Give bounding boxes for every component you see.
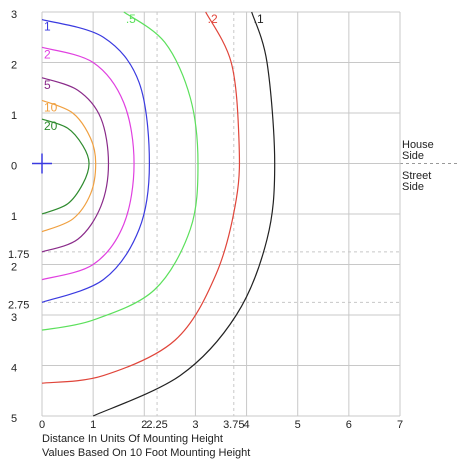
x-tick-label: 3.75 [223,419,244,431]
contour-line [41,11,241,384]
contour-label: .1 [254,12,264,26]
contour-line [41,11,199,331]
y-tick-label: 1.75 [8,249,29,261]
x-tick-label: 7 [397,419,403,431]
x-tick-label: 6 [346,419,352,431]
y-tick-label: 2 [11,261,17,273]
y-tick-label: 3 [11,9,17,21]
contour-line [41,18,151,303]
side-label: Street Side [402,170,431,193]
y-tick-label: 1 [11,211,17,223]
x-tick-label: 3 [192,419,198,431]
contour-label: 20 [44,119,58,133]
x-tick-label: 0 [39,419,45,431]
plot: 20 10 5 2 1 .5 .2 .1 [32,11,276,417]
y-tick-label: 1 [11,110,17,122]
contour-line [41,99,97,233]
y-tick-label: 5 [11,413,17,425]
x-axis-label: Distance In Units Of Mounting Height [42,433,223,445]
contour-label: 1 [44,20,51,34]
contour-label: .2 [208,12,218,26]
contour-line [41,118,90,215]
note: Values Based On 10 Foot Mounting Height [42,447,250,459]
contour-label: 5 [44,78,51,92]
y-tick-label: 2 [11,59,17,71]
x-tick-label: 5 [295,419,301,431]
x-tick-label: 2.25 [146,419,167,431]
x-tick-label: 1 [90,419,96,431]
x-tick-label: 2 [141,419,147,431]
contour-line [41,77,110,253]
side-label: House Side [402,139,434,162]
y-tick-label: 0 [11,160,17,172]
contour-label: .5 [126,12,136,26]
contour-line [92,11,276,417]
y-tick-label: 4 [11,362,17,374]
contour-label: 10 [44,101,58,115]
y-tick-label: 3 [11,312,17,324]
x-tick-label: 4 [244,419,250,431]
y-tick-label: 2.75 [8,299,29,311]
contour-label: 2 [44,48,51,62]
contour-line [41,46,135,281]
